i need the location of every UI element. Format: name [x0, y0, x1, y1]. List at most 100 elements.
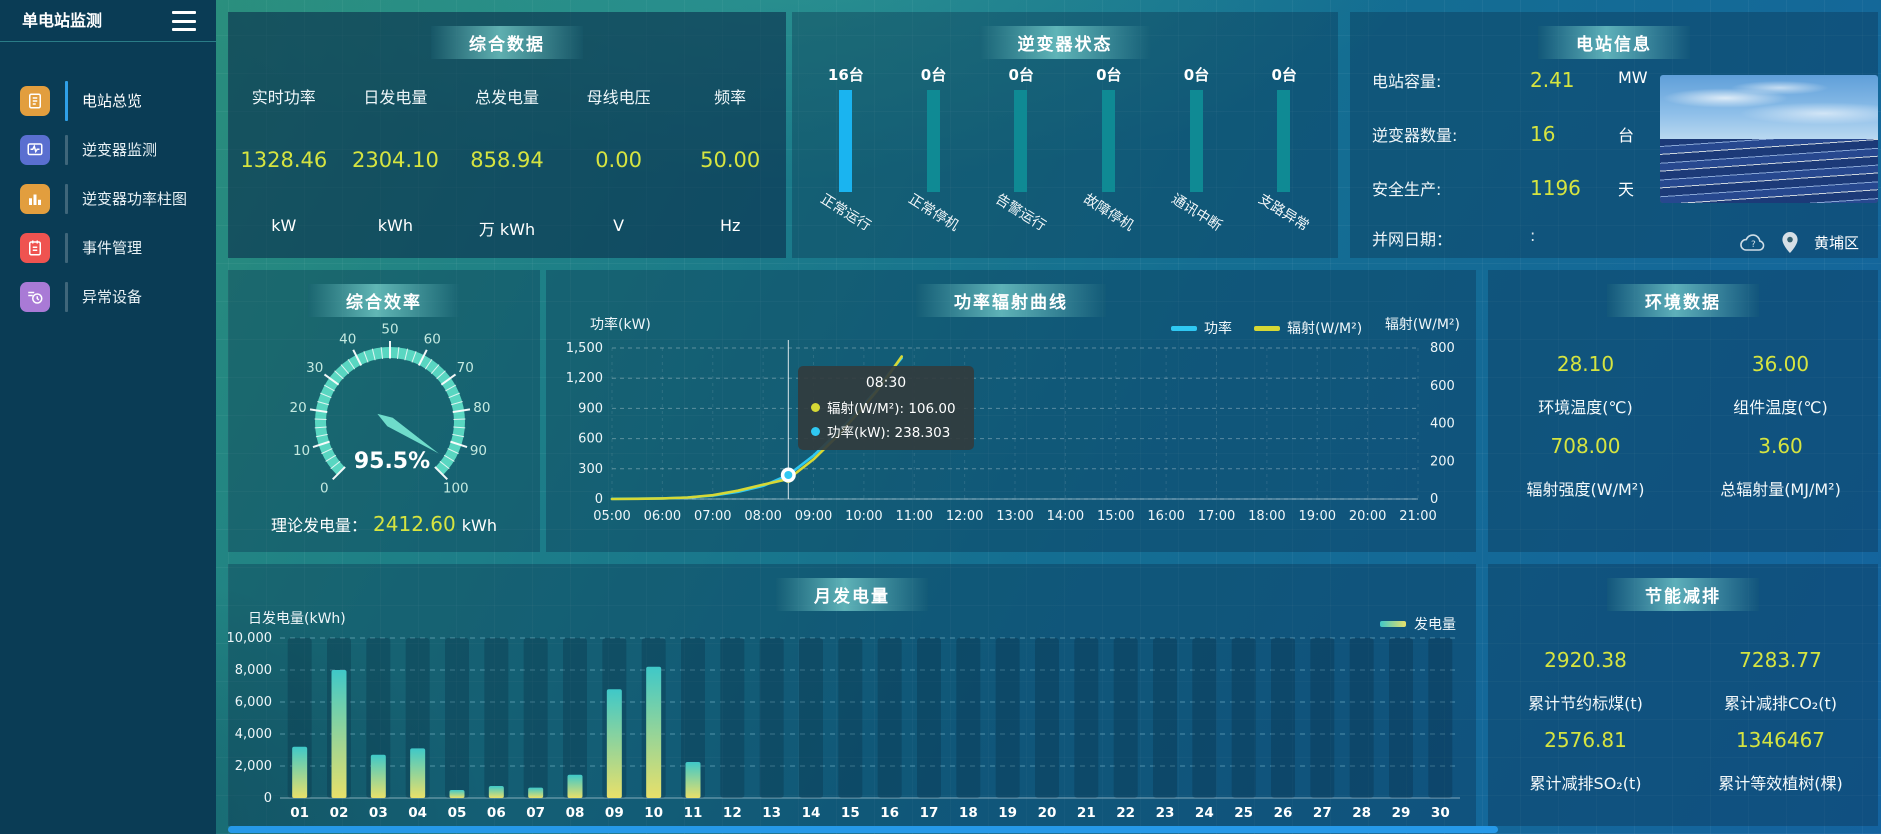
panel-station-info: 电站信息 电站容量: 2.41 MW 逆变器数量: 16 台 安全生产: 119… [1350, 12, 1878, 258]
legend-radiation[interactable]: 辐射(W/M²) [1254, 318, 1362, 338]
sidebar-item-label: 逆变器监测 [82, 141, 158, 159]
svg-text:600: 600 [578, 432, 603, 447]
svg-text:20: 20 [1038, 805, 1057, 821]
svg-text:2,000: 2,000 [235, 759, 272, 774]
hamburger-menu-icon[interactable] [172, 11, 196, 31]
svg-text:03: 03 [369, 805, 388, 821]
inverter-status-fault-stop: 0台 故障停机 [1080, 66, 1137, 235]
svg-text:05:00: 05:00 [593, 509, 630, 524]
tooltip-power-row: 功率(kW): 238.303 [811, 421, 961, 441]
inverter-count-row: 逆变器数量: 16 台 [1372, 122, 1635, 146]
sidebar-item-station-overview[interactable]: 电站总览 [0, 76, 216, 125]
item-divider [65, 183, 68, 214]
savings-grid: 2920.38 累计节约标煤(t) 7283.77 累计减排CO₂(t) 257… [1488, 624, 1878, 826]
status-bar [838, 90, 852, 192]
inverter-status-alarm-run: 0台 告警运行 [992, 66, 1049, 235]
svg-text:26: 26 [1274, 805, 1293, 821]
svg-text:08:00: 08:00 [744, 509, 781, 524]
svg-text:02: 02 [330, 805, 349, 821]
svg-text:22: 22 [1116, 805, 1135, 821]
item-divider [65, 232, 68, 263]
svg-text:60: 60 [424, 332, 441, 348]
svg-text:09:00: 09:00 [795, 509, 832, 524]
sidebar-item-event-management[interactable]: 事件管理 [0, 223, 216, 272]
saving-co2: 7283.77 累计减排CO₂(t) [1724, 648, 1837, 713]
sidebar-item-label: 异常设备 [82, 288, 143, 306]
location-pin-icon[interactable] [1782, 232, 1798, 253]
legend-power[interactable]: 功率 [1171, 318, 1232, 338]
svg-text:08: 08 [566, 805, 585, 821]
inverter-status-branch-abnormal: 0台 支路异常 [1255, 66, 1312, 235]
app-title: 单电站监测 [22, 11, 103, 30]
svg-text:18:00: 18:00 [1248, 509, 1285, 524]
panel-title: 月发电量 [776, 578, 928, 611]
svg-text:16:00: 16:00 [1147, 509, 1184, 524]
svg-text:0: 0 [264, 791, 272, 806]
generation-legend[interactable]: 发电量 [1380, 614, 1456, 634]
svg-text:100: 100 [443, 480, 469, 496]
safe-production-row: 安全生产: 1196 天 [1372, 176, 1635, 200]
svg-text:1,200: 1,200 [566, 371, 603, 386]
sidebar-item-label: 电站总览 [82, 92, 143, 110]
svg-text:06: 06 [487, 805, 506, 821]
overview-metrics: 实时功率 1328.46 kW 日发电量 2304.10 kWh 总发电量 85… [228, 56, 786, 258]
bar-axis-title: 日发电量(kWh) [248, 611, 346, 627]
sidebar-item-inverter-power-bars[interactable]: 逆变器功率柱图 [0, 174, 216, 223]
sidebar-item-abnormal-device[interactable]: 异常设备 [0, 272, 216, 321]
svg-text:40: 40 [339, 332, 356, 348]
svg-text:90: 90 [470, 443, 487, 459]
svg-text:19: 19 [998, 805, 1017, 821]
panel-title: 逆变器状态 [979, 26, 1151, 59]
svg-text:30: 30 [1431, 805, 1450, 821]
svg-text:09: 09 [605, 805, 624, 821]
svg-text:70: 70 [457, 360, 474, 376]
env-module-temp: 36.00 组件温度(℃) [1733, 352, 1828, 417]
svg-text:10: 10 [644, 805, 663, 821]
svg-text:21:00: 21:00 [1399, 509, 1436, 524]
panel-title: 综合效率 [308, 284, 460, 317]
panel-title: 环境数据 [1607, 284, 1759, 317]
svg-text:20: 20 [290, 400, 307, 416]
station-overview-icon [20, 85, 50, 116]
svg-text:10,000: 10,000 [228, 631, 272, 646]
svg-text:07: 07 [526, 805, 545, 821]
power-radiation-chart[interactable]: 05:00 06:00 07:00 08:00 09:00 10:00 11:00 12:00… [546, 270, 1476, 552]
svg-text:23: 23 [1156, 805, 1175, 821]
svg-text:10: 10 [293, 443, 310, 459]
svg-text:11: 11 [684, 805, 703, 821]
panel-efficiency: 综合效率 0 10 20 30 40 50 60 70 80 90 100 95.5% 理论发电量： 2… [228, 270, 540, 552]
svg-text:4,000: 4,000 [235, 727, 272, 742]
svg-text:400: 400 [1430, 417, 1455, 432]
svg-text:06:00: 06:00 [644, 509, 681, 524]
grid-date-row: 并网日期： : [1372, 226, 1536, 249]
svg-text:12:00: 12:00 [946, 509, 983, 524]
svg-text:27: 27 [1313, 805, 1332, 821]
efficiency-gauge: 0 10 20 30 40 50 60 70 80 90 100 95.5% [290, 322, 491, 497]
svg-text:17:00: 17:00 [1198, 509, 1235, 524]
svg-text:14:00: 14:00 [1047, 509, 1084, 524]
svg-text:900: 900 [578, 401, 603, 416]
svg-text:30: 30 [306, 360, 323, 376]
monthly-generation-chart[interactable]: 0 2,000 4,000 6,000 8,000 10,000 01 02 03 04 05 06 0… [228, 564, 1476, 826]
svg-text:0: 0 [595, 492, 603, 507]
svg-text:600: 600 [1430, 379, 1455, 394]
svg-text:15:00: 15:00 [1097, 509, 1134, 524]
svg-text:05: 05 [448, 805, 467, 821]
sidebar-menu: 电站总览 逆变器监测 逆变器功率柱图 事 [0, 76, 216, 321]
inverter-status-comm-lost: 0台 通讯中断 [1168, 66, 1224, 235]
svg-text:18: 18 [959, 805, 978, 821]
panel-title: 功率辐射曲线 [916, 284, 1106, 317]
svg-text:29: 29 [1392, 805, 1411, 821]
svg-text:25: 25 [1234, 805, 1253, 821]
svg-text:10:00: 10:00 [845, 509, 882, 524]
sidebar-item-inverter-monitor[interactable]: 逆变器监测 [0, 125, 216, 174]
svg-text:17: 17 [920, 805, 939, 821]
theory-energy-value: 2412.60 [373, 512, 456, 536]
panel-power-radiation-curve: 功率辐射曲线 功率(kW) 辐射(W/M²) 功率 辐射(W/M²) 05:00… [546, 270, 1476, 552]
environment-grid: 28.10 环境温度(℃) 36.00 组件温度(℃) 708.00 辐射强度(… [1488, 330, 1878, 552]
panel-inverter-status: 逆变器状态 16台 正常运行 0台 正常停机 0台 告警运行 0台 故障停机 [792, 12, 1338, 258]
station-photo [1660, 75, 1878, 203]
sidebar-header: 单电站监测 [0, 0, 216, 42]
env-ambient-temp: 28.10 环境温度(℃) [1538, 352, 1633, 417]
horizontal-scrollbar[interactable] [228, 826, 1498, 833]
